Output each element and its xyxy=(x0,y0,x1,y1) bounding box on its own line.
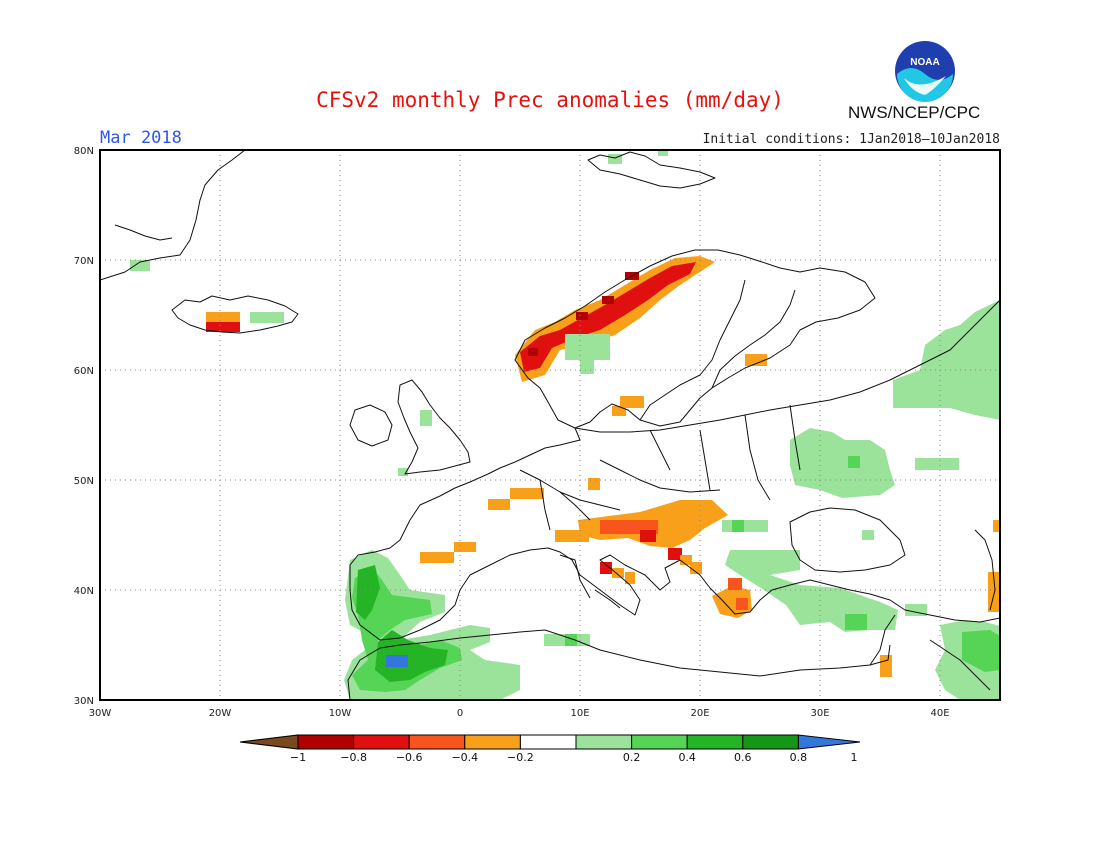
latitude-labels: 80N 70N 60N 50N 40N 30N xyxy=(74,146,94,707)
lon-label: 20E xyxy=(690,708,709,719)
colorbar-box xyxy=(464,734,521,750)
colorbar-box xyxy=(297,734,355,750)
greenland-coast xyxy=(100,150,246,281)
continental-europe-coast xyxy=(349,427,1000,641)
lat-label: 70N xyxy=(74,256,94,267)
colorbar-tick-label: 0.6 xyxy=(734,751,752,764)
colorbar-box xyxy=(353,734,410,750)
anomaly-field-layer xyxy=(130,150,1000,700)
lat-label: 50N xyxy=(74,476,94,487)
svalbard-coast xyxy=(587,151,716,189)
border-lines xyxy=(519,404,801,531)
caspian-coast xyxy=(974,529,996,611)
colorbar-tick-label: 0.8 xyxy=(790,751,808,764)
initial-conditions: Initial conditions: 1Jan2018–10Jan2018 xyxy=(702,132,1000,147)
colorbar-box xyxy=(519,734,577,750)
graticule xyxy=(100,150,1000,700)
lon-label: 40E xyxy=(930,708,949,719)
colorbar-tick-label: −0.2 xyxy=(507,751,534,764)
lon-label: 30W xyxy=(89,708,112,719)
positive-anomaly-russia xyxy=(893,300,1000,420)
negative-anomaly-northern-norway xyxy=(520,262,696,372)
noaa-logo-text: NOAA xyxy=(910,57,939,68)
forecast-month: Mar 2018 xyxy=(100,128,182,148)
organization-label: NWS/NCEP/CPC xyxy=(848,103,981,122)
lat-label: 40N xyxy=(74,586,94,597)
lat-label: 60N xyxy=(74,366,94,377)
colorbar-tick-label: −0.6 xyxy=(396,751,423,764)
colorbar-box xyxy=(631,734,688,750)
chart-title: CFSv2 monthly Prec anomalies (mm/day) xyxy=(316,88,784,112)
scandinavia-coast xyxy=(514,249,876,429)
colorbar-box xyxy=(686,734,744,750)
colorbar: −1 −0.8 −0.6 −0.4 −0.2 0.2 0.4 0.6 0.8 1 xyxy=(239,734,861,764)
colorbar-arrow-max xyxy=(797,734,861,750)
colorbar-tick-label: −0.8 xyxy=(340,751,367,764)
lon-label: 0 xyxy=(457,708,463,719)
lon-label: 10E xyxy=(570,708,589,719)
colorbar-box xyxy=(742,734,799,750)
positive-anomaly-morocco-peak xyxy=(386,655,408,667)
colorbar-tick-label: −1 xyxy=(290,751,306,764)
colorbar-tick-label: −0.4 xyxy=(451,751,478,764)
map-frame xyxy=(99,149,1001,701)
iceland-coast xyxy=(171,295,299,334)
noaa-logo: NOAA xyxy=(895,41,955,102)
british-isles-coast xyxy=(397,379,471,475)
colorbar-box xyxy=(575,734,633,750)
colorbar-arrow-min xyxy=(239,734,299,750)
colorbar-tick-label: 0.2 xyxy=(623,751,641,764)
lat-label: 80N xyxy=(74,146,94,157)
positive-anomaly-turkey xyxy=(725,550,898,632)
lon-label: 30E xyxy=(810,708,829,719)
lon-label: 20W xyxy=(209,708,232,719)
longitude-labels: 30W 20W 10W 0 10E 20E 30E 40E xyxy=(89,708,950,719)
coastlines xyxy=(100,150,1000,700)
positive-anomaly-ukraine xyxy=(790,428,895,498)
lat-label: 30N xyxy=(74,696,94,707)
black-sea-coast xyxy=(789,507,906,573)
negative-anomaly-iceland xyxy=(206,312,240,323)
colorbar-tick-label: 0.4 xyxy=(678,751,696,764)
colorbar-box xyxy=(408,734,466,750)
north-africa-coast xyxy=(347,629,891,700)
lon-label: 10W xyxy=(329,708,352,719)
colorbar-tick-label: 1 xyxy=(851,751,858,764)
